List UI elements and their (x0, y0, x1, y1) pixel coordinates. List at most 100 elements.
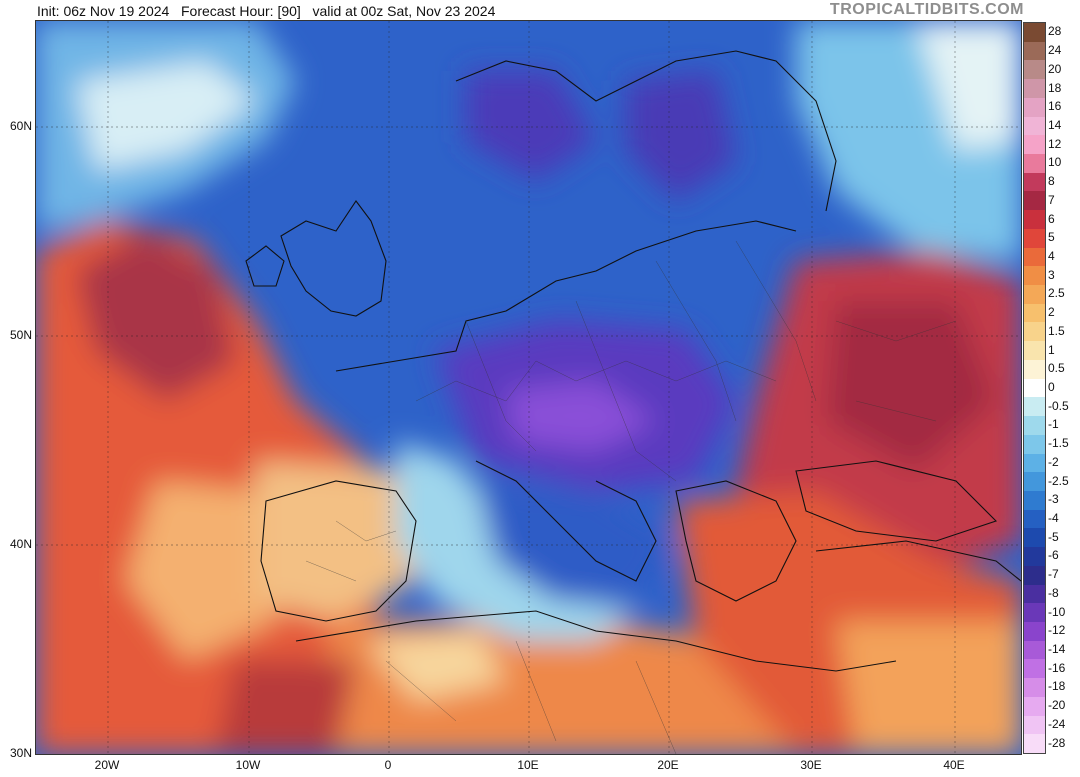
colorbar-segment (1024, 41, 1045, 61)
colorbar-tick-label: 1 (1048, 342, 1055, 357)
balkans-outline (675, 480, 797, 602)
colorbar-segment (1024, 416, 1045, 436)
ireland-outline (245, 245, 285, 287)
colorbar-tick-label: -1.5 (1048, 436, 1069, 451)
colorbar-tick-label: 0.5 (1048, 361, 1065, 376)
lat-label-30n: 30N (9, 746, 32, 760)
colorbar-segment (1024, 715, 1045, 735)
colorbar-segment (1024, 210, 1045, 230)
colorbar-segment (1024, 266, 1045, 286)
colorbar-segment (1024, 135, 1045, 155)
colorbar-segment (1024, 472, 1045, 492)
anomaly-field (36, 21, 1021, 754)
colorbar-tick-label: -2.5 (1048, 473, 1069, 488)
colorbar-segment (1024, 79, 1045, 99)
colorbar-tick-label: -8 (1048, 585, 1059, 600)
graticule (36, 21, 1021, 754)
colorbar-segment (1024, 528, 1045, 548)
colorbar-segment (1024, 303, 1045, 323)
colorbar-segment (1024, 228, 1045, 249)
colorbar-segment (1024, 359, 1045, 380)
colorbar-tick-label: -0.5 (1048, 398, 1069, 413)
turkey-coast (815, 540, 1021, 582)
brand-watermark: TROPICALTIDBITS.COM (829, 1, 1024, 18)
british-isles-outline (280, 200, 387, 317)
colorbar-tick-label: -10 (1048, 604, 1066, 619)
colorbar-segment (1024, 172, 1045, 192)
temperature-anomaly-map (35, 20, 1022, 755)
colorbar-tick-label: 4 (1048, 248, 1055, 263)
colorbar-segment (1024, 341, 1045, 361)
colorbar-segment (1024, 191, 1045, 211)
black-sea-outline (795, 460, 998, 542)
colorbar-tick-label: 8 (1048, 174, 1055, 189)
borders (305, 240, 957, 754)
colorbar-tick-label: 2 (1048, 305, 1055, 320)
run-info-text: Init: 06z Nov 19 2024 Forecast Hour: [90… (37, 3, 496, 19)
colorbar-segment (1024, 23, 1045, 43)
colorbar-segment (1024, 60, 1045, 80)
colorbar-tick-label: 0 (1048, 380, 1055, 394)
lon-label-0: 0 (384, 758, 392, 772)
colorbar-tick-label: -6 (1048, 548, 1059, 563)
colorbar-segment (1024, 734, 1045, 754)
colorbar-segment (1024, 621, 1045, 642)
colorbar-tick-label: -12 (1048, 623, 1066, 638)
colorbar-segment (1024, 285, 1045, 305)
colorbar-tick-label: 7 (1048, 192, 1055, 207)
colorbar-segment (1024, 378, 1045, 398)
colorbar-segment (1024, 247, 1045, 267)
colorbar-tick-label: -7 (1048, 567, 1059, 582)
colorbar-segment (1024, 565, 1045, 586)
colorbar-tick-label: 2.5 (1048, 286, 1065, 301)
iberia-outline (260, 480, 417, 622)
colorbar-segment (1024, 322, 1045, 342)
colorbar-segment (1024, 490, 1045, 511)
colorbar-segment (1024, 678, 1045, 698)
colorbar-tick-label: -20 (1048, 698, 1066, 713)
map-graphic (36, 21, 1021, 754)
colorbar-tick-label: 28 (1048, 24, 1062, 39)
colorbar-tick-label: 1.5 (1048, 323, 1065, 338)
lat-label-50n: 50N (9, 328, 32, 342)
colorbar-tick-label: -4 (1048, 511, 1059, 526)
colorbar-tick-label: -28 (1048, 735, 1066, 750)
colorbar-tick-label: -24 (1048, 716, 1066, 731)
colorbar-tick-label: 5 (1048, 230, 1055, 245)
colorbar-tick-label: -18 (1048, 679, 1066, 694)
lon-label-20e: 20E (657, 758, 679, 772)
colorbar-tick-label: 18 (1048, 80, 1062, 95)
scandinavia-outline (455, 50, 837, 212)
north-africa-coast (295, 610, 897, 672)
colorbar-tick-label: -5 (1048, 529, 1059, 544)
colorbar-segment (1024, 509, 1045, 529)
colorbar-segment (1024, 116, 1045, 136)
colorbar-tick-label: 6 (1048, 211, 1055, 226)
header-bar: Init: 06z Nov 19 2024 Forecast Hour: [90… (0, 0, 1080, 22)
colorbar-legend (1023, 22, 1046, 754)
colorbar-segment (1024, 154, 1045, 174)
colorbar-segment (1024, 659, 1045, 679)
lat-label-40n: 40N (9, 537, 32, 551)
lon-label-30e: 30E (800, 758, 822, 772)
lon-label-20w: 20W (94, 758, 120, 772)
colorbar-tick-label: 20 (1048, 61, 1062, 76)
colorbar-segment (1024, 397, 1045, 417)
colorbar-tick-label: -16 (1048, 660, 1066, 675)
colorbar-segment (1024, 453, 1045, 473)
lon-label-40e: 40E (943, 758, 965, 772)
colorbar-segment (1024, 547, 1045, 567)
colorbar-segment (1024, 584, 1045, 604)
colorbar-tick-label: 16 (1048, 99, 1062, 114)
colorbar-tick-label: 24 (1048, 43, 1062, 58)
colorbar-tick-label: 12 (1048, 136, 1062, 151)
colorbar-tick-label: -2 (1048, 454, 1059, 469)
coastlines (245, 50, 1021, 672)
lon-label-10w: 10W (235, 758, 261, 772)
colorbar-tick-label: 3 (1048, 267, 1055, 282)
colorbar-tick-label: -3 (1048, 492, 1059, 507)
north-coast (335, 220, 797, 372)
italy-outline (475, 460, 657, 582)
colorbar-tick-label: 10 (1048, 155, 1062, 170)
lat-label-60n: 60N (9, 119, 32, 133)
